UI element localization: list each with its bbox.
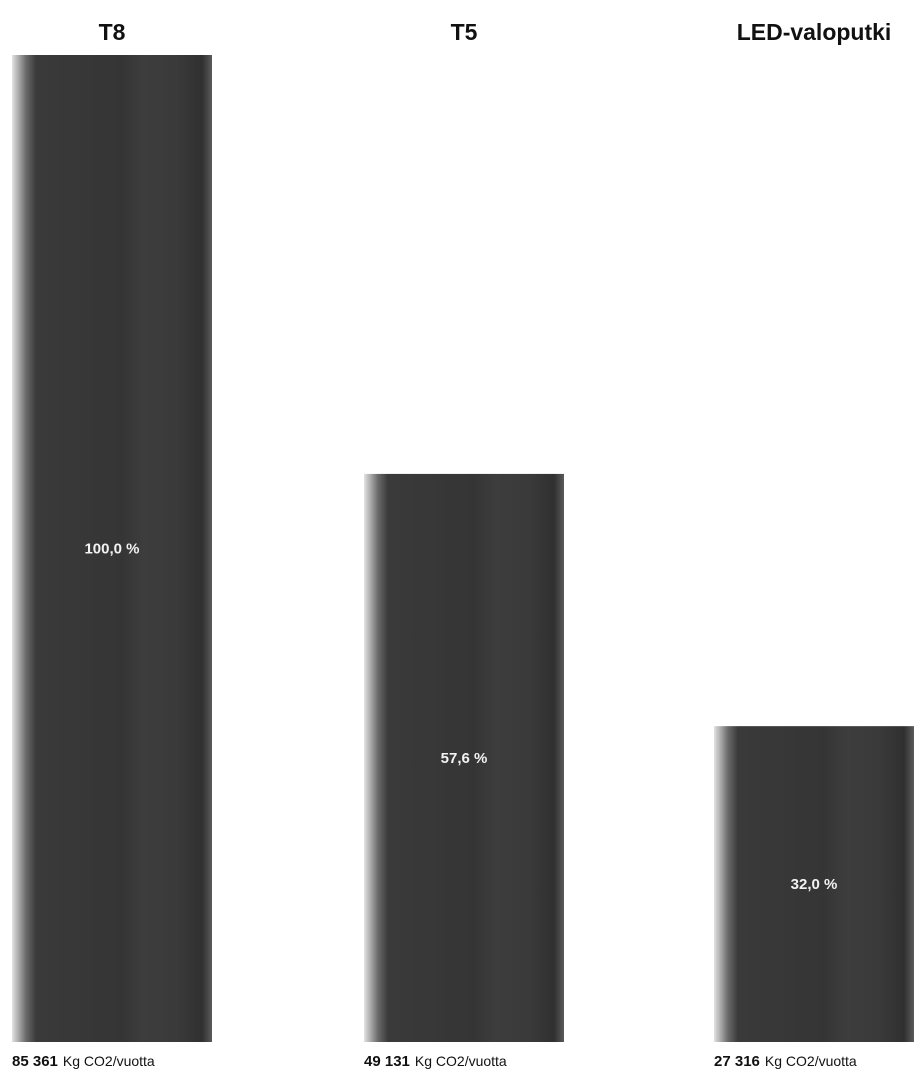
value-unit-0: Kg CO2/vuotta <box>63 1053 155 1069</box>
bars-layer <box>12 55 914 1043</box>
value-label-2: 27 316 Kg CO2/vuotta <box>714 1053 857 1070</box>
percent-label-1: 57,6 % <box>441 750 488 767</box>
value-unit-1: Kg CO2/vuotta <box>415 1053 507 1069</box>
value-number-0: 85 361 <box>12 1053 58 1070</box>
percent-label-2: 32,0 % <box>791 876 838 893</box>
category-label-2: LED-valoputki <box>737 19 892 45</box>
bar-2 <box>714 726 914 1042</box>
category-label-0: T8 <box>99 19 126 45</box>
value-label-1: 49 131 Kg CO2/vuotta <box>364 1053 507 1070</box>
category-label-1: T5 <box>451 19 478 45</box>
value-number-2: 27 316 <box>714 1053 760 1070</box>
value-number-1: 49 131 <box>364 1053 410 1070</box>
bar-1 <box>364 473 564 1043</box>
labels-layer: T8 100,0 % 85 361 Kg CO2/vuotta T5 57,6 % 49 1… <box>12 19 891 1070</box>
bar-0 <box>12 55 212 1042</box>
percent-label-0: 100,0 % <box>84 541 139 558</box>
value-unit-2: Kg CO2/vuotta <box>765 1053 857 1069</box>
value-label-0: 85 361 Kg CO2/vuotta <box>12 1053 155 1070</box>
